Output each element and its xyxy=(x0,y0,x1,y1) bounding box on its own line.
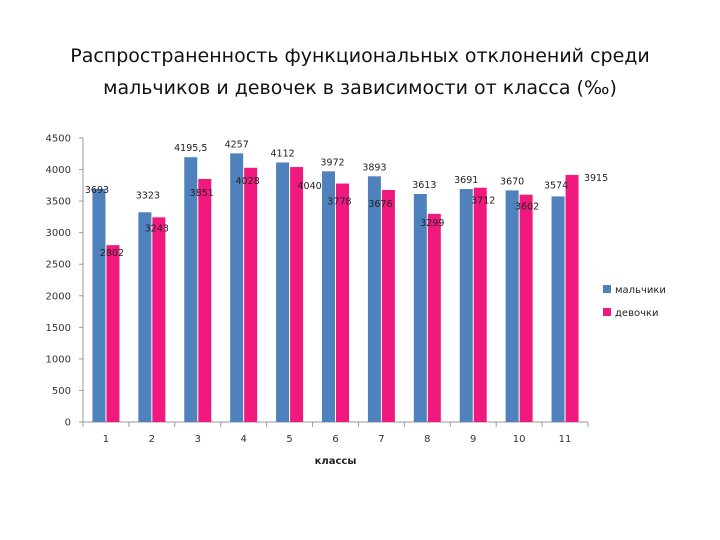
bar-boys xyxy=(138,212,152,422)
x-tick-label: 3 xyxy=(195,434,201,445)
bar-girls xyxy=(473,187,487,422)
bar-girls xyxy=(198,178,212,422)
x-tick-label: 4 xyxy=(240,434,246,445)
data-label-boys: 3613 xyxy=(412,180,436,191)
bar-boys xyxy=(92,188,106,422)
x-tick-label: 2 xyxy=(149,434,155,445)
bar-girls xyxy=(244,167,258,422)
data-label-girls: 3602 xyxy=(515,202,539,213)
data-label-boys: 3323 xyxy=(136,190,160,201)
bar-girls xyxy=(152,217,166,422)
x-axis-ticks: 1 2 3 4 5 6 7 8 9 10 11 xyxy=(82,422,589,445)
data-label-boys: 3893 xyxy=(362,162,386,173)
y-tick-label: 1000 xyxy=(46,354,71,365)
x-tick-label: 6 xyxy=(332,434,338,445)
legend-label: мальчики xyxy=(615,285,666,296)
legend: мальчики девочки xyxy=(603,285,666,319)
data-label-boys: 3670 xyxy=(500,176,524,187)
y-tick-label: 4000 xyxy=(46,165,71,176)
x-tick-label: 1 xyxy=(103,434,109,445)
x-tick-label: 9 xyxy=(470,434,476,445)
data-label-girls: 4028 xyxy=(236,176,260,187)
legend-label: девочки xyxy=(615,308,659,319)
bar-boys xyxy=(505,190,519,422)
data-label-girls: 3243 xyxy=(145,223,169,234)
bar-boys xyxy=(322,171,335,422)
y-tick-label: 4500 xyxy=(46,134,71,145)
y-axis-ticks: 0 500 1000 1500 2000 2500 3000 3500 4000 4500 xyxy=(46,134,83,429)
bar-boys xyxy=(230,153,244,422)
data-label-girls: 4040 xyxy=(297,181,321,192)
data-label-girls: 3778 xyxy=(327,197,351,208)
y-tick-label: 2500 xyxy=(46,260,71,271)
y-tick-label: 0 xyxy=(65,418,71,429)
x-tick-label: 7 xyxy=(378,434,384,445)
bar-boys xyxy=(367,176,381,422)
bars-group xyxy=(92,153,579,422)
x-tick-label: 8 xyxy=(424,434,430,445)
chart-title: Распространенность функциональных отклон… xyxy=(70,45,650,99)
data-label-girls: 3851 xyxy=(190,188,214,199)
bar-girls xyxy=(290,167,304,422)
data-label-girls: 3676 xyxy=(368,199,392,210)
y-tick-label: 3500 xyxy=(46,197,71,208)
data-label-girls: 3915 xyxy=(584,173,608,184)
bar-boys xyxy=(459,189,473,422)
bar-girls xyxy=(336,183,349,422)
y-tick-label: 2000 xyxy=(46,291,71,302)
bar-girls xyxy=(381,190,395,422)
data-label-boys: 3693 xyxy=(85,185,109,196)
legend-swatch xyxy=(603,308,611,316)
data-label-boys: 3691 xyxy=(454,175,478,186)
y-tick-label: 1500 xyxy=(46,323,71,334)
x-axis-title: классы xyxy=(315,456,357,467)
bar-boys xyxy=(551,196,565,422)
bar-girls xyxy=(519,194,533,422)
data-label-girls: 3712 xyxy=(471,196,495,207)
bar-boys xyxy=(413,193,427,422)
bar-boys xyxy=(184,157,198,422)
data-labels: 3693 3323 4195,5 4257 4112 3972 3893 3613 3691 36… xyxy=(85,139,608,259)
data-label-boys: 3972 xyxy=(320,157,344,168)
data-label-boys: 4112 xyxy=(270,148,294,159)
bar-girls xyxy=(565,174,579,422)
data-label-boys: 4257 xyxy=(225,139,249,150)
x-tick-label: 5 xyxy=(286,434,292,445)
bar-boys xyxy=(276,162,290,422)
data-label-girls: 3299 xyxy=(420,218,444,229)
data-label-boys: 3574 xyxy=(544,180,568,191)
x-tick-label: 10 xyxy=(513,434,526,445)
x-tick-label: 11 xyxy=(559,434,572,445)
legend-swatch xyxy=(603,285,611,293)
y-tick-label: 500 xyxy=(52,386,71,397)
bar-girls xyxy=(427,213,441,422)
data-label-boys: 4195,5 xyxy=(174,143,207,154)
y-tick-label: 3000 xyxy=(46,228,71,239)
data-label-girls: 2802 xyxy=(100,248,124,259)
bar-girls xyxy=(106,245,120,422)
